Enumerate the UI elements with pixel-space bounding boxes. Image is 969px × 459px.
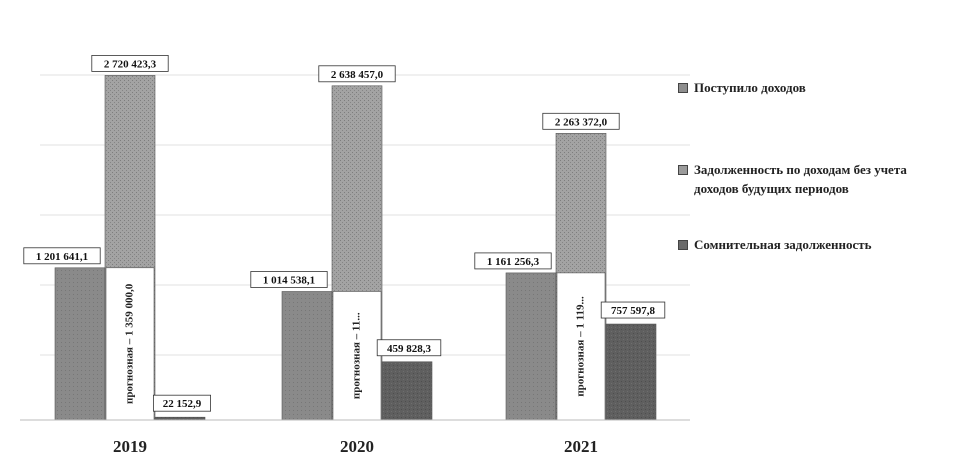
data-label: 1 201 641,1: [36, 251, 88, 263]
data-label: 757 597,8: [611, 305, 656, 317]
legend: Поступило доходов Задолженность по доход…: [678, 0, 969, 459]
bar-forecast-overlay-2021: [556, 272, 606, 421]
forecast-annotation: прогнозная – 1 359 000,0: [124, 283, 136, 404]
data-label: 2 638 457,0: [331, 69, 384, 81]
legend-label-doubtful: Сомнительная задолженность: [694, 237, 872, 252]
bar-2021-s0: [505, 272, 557, 421]
bar-forecast-overlay-2020: [332, 291, 382, 421]
x-tick-label-2021: 2021: [564, 437, 598, 456]
data-label: 2 720 423,3: [104, 58, 157, 70]
data-label-box: [318, 65, 396, 83]
data-label: 1 014 538,1: [263, 274, 315, 286]
data-label: 1 161 256,3: [487, 256, 540, 268]
data-label: 459 828,3: [387, 343, 432, 355]
bar-forecast-overlay-2019: [105, 267, 155, 421]
bar-2020-s2: [381, 361, 433, 421]
x-tick-label-2020: 2020: [340, 437, 374, 456]
data-label-box: [250, 271, 328, 288]
data-label-box: [474, 252, 552, 270]
bar-2020-s0: [281, 291, 333, 421]
legend-label-debt: Задолженность по доходам без учета доход…: [694, 162, 907, 196]
data-label-box: [91, 55, 169, 72]
data-label-box: [542, 112, 620, 130]
legend-swatch-income: [678, 83, 688, 93]
bar-2021-s2: [605, 323, 657, 421]
legend-swatch-doubtful: [678, 240, 688, 250]
legend-item-income: Поступило доходов: [678, 78, 806, 97]
data-label-box: [152, 394, 211, 412]
x-axis: 2019 2020 2021: [20, 419, 690, 456]
legend-swatch-debt: [678, 165, 688, 175]
forecast-annotation: прогнозная – 11...: [351, 312, 363, 399]
data-label: 2 263 372,0: [555, 116, 608, 128]
bar-2019-s0: [54, 267, 106, 421]
x-tick-label-2019: 2019: [113, 437, 147, 456]
data-label-box: [600, 301, 666, 319]
legend-label-income: Поступило доходов: [694, 80, 806, 95]
legend-item-doubtful: Сомнительная задолженность: [678, 235, 872, 254]
data-label-box: [23, 247, 101, 265]
forecast-annotation: прогнозная – 1 119...: [575, 296, 587, 397]
bars: [54, 75, 657, 421]
data-labels: 1 201 641,1 прогнозная – 1 359 000,0 2 720…: [23, 55, 666, 412]
data-label: 22 152,9: [163, 398, 202, 410]
legend-item-debt: Задолженность по доходам без учета доход…: [678, 160, 924, 198]
data-label-box: [376, 339, 442, 357]
